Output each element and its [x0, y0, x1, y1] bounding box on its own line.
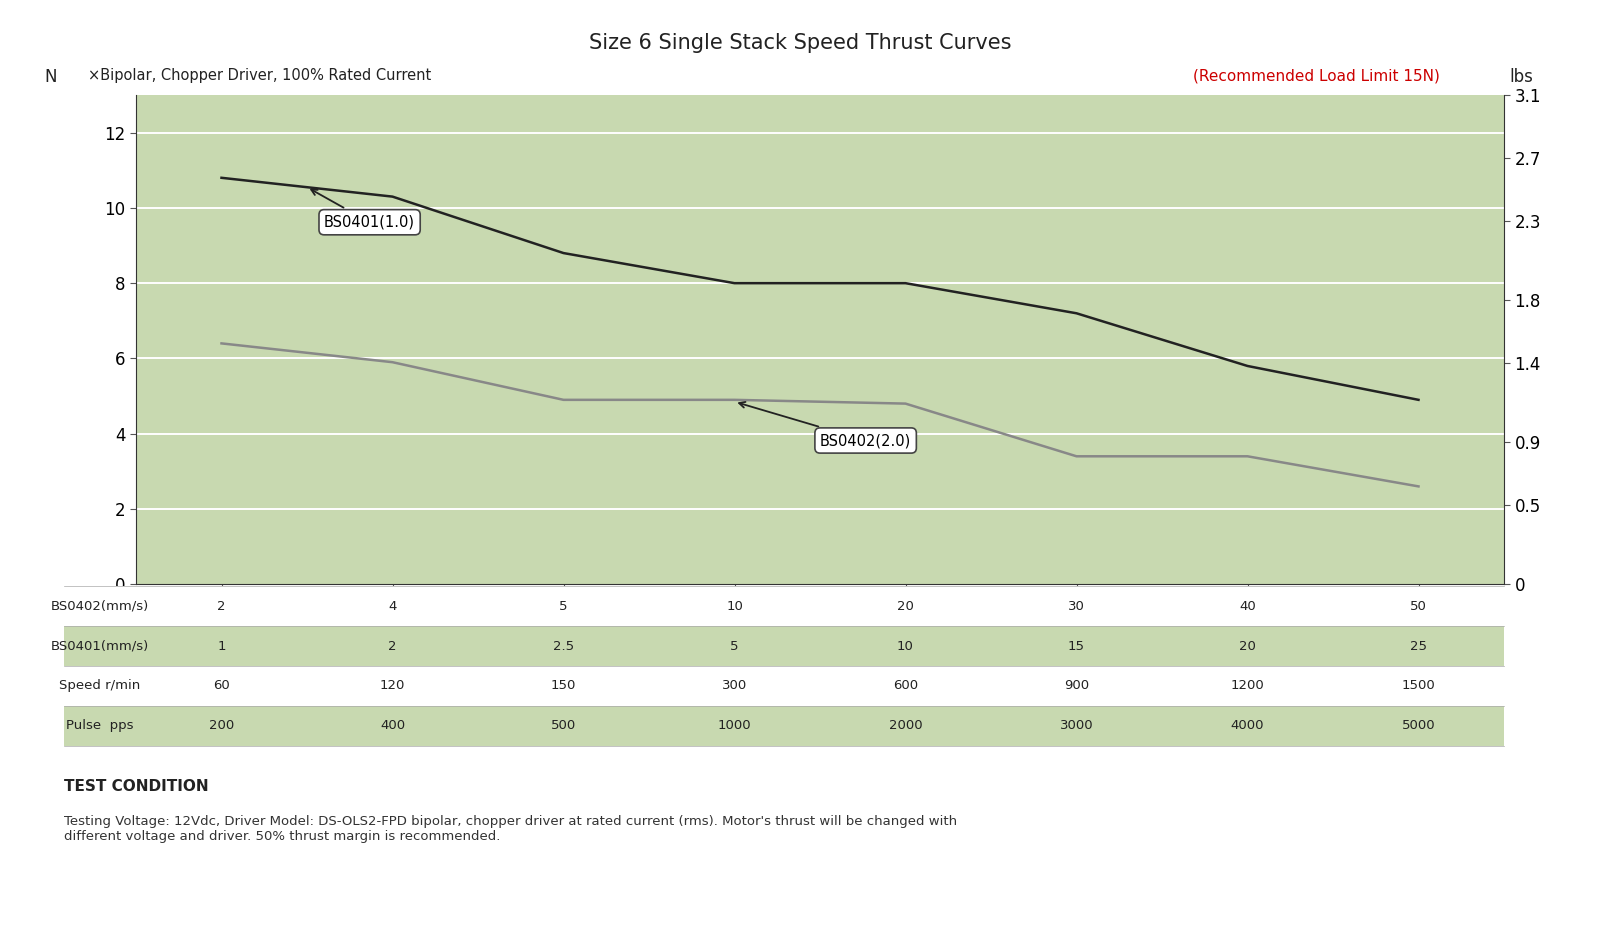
Text: (Recommended Load Limit 15N): (Recommended Load Limit 15N) — [1194, 68, 1440, 84]
Text: Speed r/min: Speed r/min — [59, 679, 141, 693]
Text: 3000: 3000 — [1059, 719, 1093, 732]
Text: 300: 300 — [722, 679, 747, 693]
Text: BS0401(1.0): BS0401(1.0) — [310, 190, 414, 230]
Text: 1200: 1200 — [1230, 679, 1264, 693]
Text: 15: 15 — [1069, 639, 1085, 653]
Text: 10: 10 — [726, 599, 742, 613]
Text: ×Bipolar, Chopper Driver, 100% Rated Current: ×Bipolar, Chopper Driver, 100% Rated Cur… — [88, 68, 432, 84]
Text: BS0402(mm/s): BS0402(mm/s) — [51, 599, 149, 613]
Text: 600: 600 — [893, 679, 918, 693]
Text: 120: 120 — [379, 679, 405, 693]
Text: 4: 4 — [389, 599, 397, 613]
Text: 2.5: 2.5 — [554, 639, 574, 653]
Text: 900: 900 — [1064, 679, 1090, 693]
Text: 150: 150 — [550, 679, 576, 693]
Text: 5: 5 — [730, 639, 739, 653]
Text: 400: 400 — [379, 719, 405, 732]
Text: 20: 20 — [1238, 639, 1256, 653]
Text: Testing Voltage: 12Vdc, Driver Model: DS-OLS2-FPD bipolar, chopper driver at rat: Testing Voltage: 12Vdc, Driver Model: DS… — [64, 815, 957, 843]
Text: 4000: 4000 — [1230, 719, 1264, 732]
Text: BS0401(mm/s): BS0401(mm/s) — [51, 639, 149, 653]
Text: Size 6 Single Stack Speed Thrust Curves: Size 6 Single Stack Speed Thrust Curves — [589, 33, 1011, 53]
Text: 1500: 1500 — [1402, 679, 1435, 693]
Text: Pulse  pps: Pulse pps — [66, 719, 134, 732]
Text: lbs: lbs — [1509, 68, 1533, 86]
Text: 2: 2 — [218, 599, 226, 613]
Text: 10: 10 — [898, 639, 914, 653]
Text: 40: 40 — [1238, 599, 1256, 613]
Text: 20: 20 — [898, 599, 914, 613]
Text: 5000: 5000 — [1402, 719, 1435, 732]
Text: 2000: 2000 — [888, 719, 922, 732]
Text: 2: 2 — [389, 639, 397, 653]
Text: TEST CONDITION: TEST CONDITION — [64, 779, 208, 794]
Text: 50: 50 — [1410, 599, 1427, 613]
Text: 30: 30 — [1069, 599, 1085, 613]
Text: 25: 25 — [1410, 639, 1427, 653]
Text: 200: 200 — [210, 719, 234, 732]
Text: 5: 5 — [560, 599, 568, 613]
Text: BS0402(2.0): BS0402(2.0) — [739, 402, 912, 448]
Text: 500: 500 — [550, 719, 576, 732]
Text: N: N — [45, 68, 58, 86]
Text: 1000: 1000 — [718, 719, 752, 732]
Text: 60: 60 — [213, 679, 230, 693]
Text: 1: 1 — [218, 639, 226, 653]
